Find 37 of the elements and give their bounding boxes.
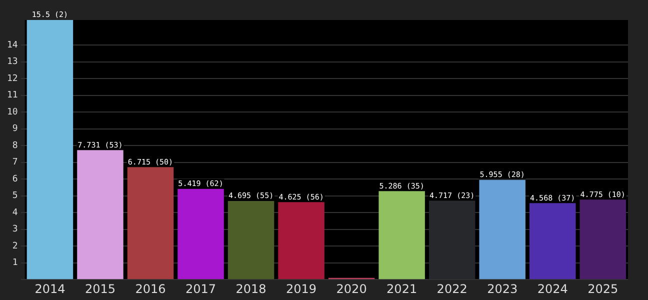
x-tick-label: 2017 <box>185 282 216 296</box>
bar <box>529 203 576 280</box>
x-tick-label: 2019 <box>286 282 317 296</box>
bar <box>378 191 425 280</box>
x-tick-label: 2024 <box>537 282 568 296</box>
y-tick-label: 2 <box>12 241 18 252</box>
y-tick-label: 8 <box>12 140 18 151</box>
x-tick-label: 2020 <box>336 282 367 296</box>
y-tick-label: 7 <box>12 158 18 168</box>
x-tick-label: 2021 <box>386 282 418 296</box>
x-tick-label: 2016 <box>135 282 166 296</box>
y-tick-label: 9 <box>12 124 18 134</box>
y-tick-label: 11 <box>6 90 18 101</box>
bar <box>77 150 124 280</box>
y-tick-label: 12 <box>6 74 18 84</box>
x-tick-label: 2015 <box>84 282 116 296</box>
y-tick-label: 5 <box>12 191 18 202</box>
y-tick-label: 6 <box>12 174 18 184</box>
x-tick-label: 2022 <box>436 282 468 296</box>
y-tick-label: 10 <box>6 107 18 118</box>
bar <box>127 167 174 280</box>
y-tick-label: 14 <box>6 40 18 50</box>
bar <box>428 200 476 280</box>
y-tick-label: 1 <box>12 258 18 268</box>
bar <box>580 200 626 280</box>
y-tick-label: 13 <box>6 57 18 68</box>
y-tick-label: 3 <box>12 224 18 235</box>
bar <box>26 20 74 280</box>
bar <box>228 200 274 280</box>
x-tick-label: 2018 <box>236 282 266 296</box>
x-tick-label: 2014 <box>34 282 66 296</box>
bar <box>278 202 324 280</box>
bar <box>178 188 224 280</box>
x-tick-label: 2023 <box>487 282 518 296</box>
x-tick-label: 2025 <box>588 282 618 296</box>
y-tick-label: 4 <box>12 208 18 218</box>
bar <box>479 180 526 280</box>
